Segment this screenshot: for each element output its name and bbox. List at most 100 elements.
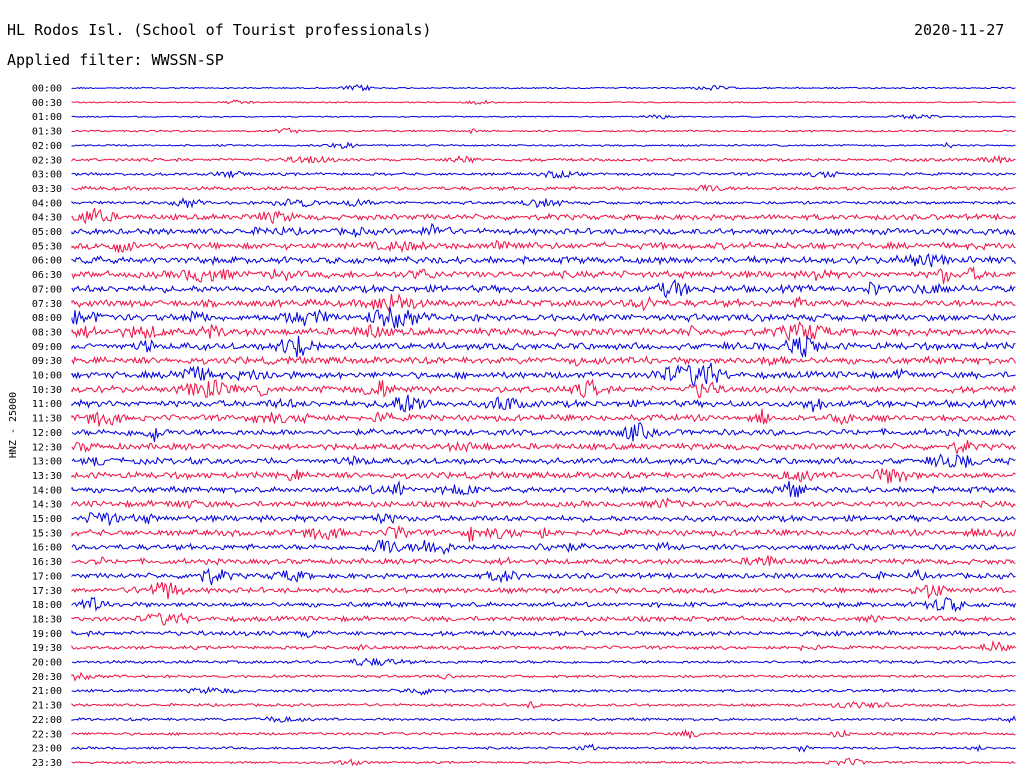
seismic-trace [71, 278, 1016, 299]
seismic-trace [71, 612, 1016, 626]
row-time-label: 00:30 [32, 98, 62, 109]
seismic-trace [71, 596, 1016, 613]
row-time-label: 18:00 [32, 600, 62, 611]
seismic-trace [71, 757, 1016, 767]
seismic-trace [71, 378, 1016, 399]
seismic-trace [71, 208, 1016, 225]
row-time-label: 14:30 [32, 500, 62, 511]
row-time-label: 20:00 [32, 658, 62, 669]
seismic-trace [71, 320, 1016, 342]
row-time-label: 07:00 [32, 284, 62, 295]
seismic-trace [71, 307, 1016, 329]
row-time-label: 14:00 [32, 485, 62, 496]
seismic-trace [71, 496, 1016, 510]
seismic-trace [71, 468, 1016, 484]
seismic-trace [71, 639, 1016, 653]
row-time-label: 19:30 [32, 643, 62, 654]
row-time-label: 07:30 [32, 299, 62, 310]
row-time-label: 04:00 [32, 198, 62, 209]
row-time-label: 13:00 [32, 457, 62, 468]
seismic-trace [71, 567, 1016, 586]
seismic-trace [71, 293, 1016, 312]
seismic-trace [71, 265, 1016, 285]
row-time-label: 03:30 [32, 184, 62, 195]
row-time-label: 13:30 [32, 471, 62, 482]
row-time-label: 22:30 [32, 729, 62, 740]
row-time-label: 01:30 [32, 127, 62, 138]
channel-label-text: HNZ - 25000 [8, 392, 19, 458]
row-time-label: 10:30 [32, 385, 62, 396]
seismic-trace [71, 657, 1016, 667]
seismic-trace [71, 440, 1016, 456]
row-time-label: 23:30 [32, 758, 62, 769]
row-time-label: 06:00 [32, 256, 62, 267]
seismic-trace [71, 239, 1016, 254]
station-title: HL Rodos Isl. (School of Tourist profess… [7, 21, 432, 39]
row-time-label: 00:00 [32, 84, 62, 95]
row-time-label: 21:30 [32, 701, 62, 712]
seismic-trace [71, 127, 1016, 135]
seismic-trace [71, 335, 1016, 358]
seismic-trace [71, 114, 1016, 120]
row-time-label: 05:00 [32, 227, 62, 238]
row-time-label: 17:30 [32, 586, 62, 597]
seismic-trace [71, 408, 1016, 427]
seismic-trace [71, 743, 1016, 753]
row-time-label: 10:00 [32, 371, 62, 382]
row-time-label: 02:30 [32, 155, 62, 166]
seismic-trace [71, 422, 1016, 442]
seismic-trace [71, 253, 1016, 268]
row-time-label: 03:00 [32, 170, 62, 181]
seismic-trace [71, 99, 1016, 105]
seismic-trace [71, 524, 1016, 543]
seismic-trace [71, 700, 1016, 710]
seismic-trace [71, 453, 1016, 469]
row-time-label: 02:00 [32, 141, 62, 152]
seismic-trace [71, 728, 1016, 739]
row-time-label: 06:30 [32, 270, 62, 281]
row-time-label: 22:00 [32, 715, 62, 726]
row-time-label: 08:30 [32, 327, 62, 338]
row-time-label: 20:30 [32, 672, 62, 683]
filter-label: Applied filter: WWSSN-SP [7, 51, 224, 69]
row-time-label: 09:00 [32, 342, 62, 353]
row-time-label: 08:00 [32, 313, 62, 324]
seismic-trace [71, 222, 1016, 239]
seismic-trace [71, 686, 1016, 696]
row-time-label: 12:00 [32, 428, 62, 439]
seismic-trace [71, 196, 1016, 209]
seismic-trace [71, 715, 1016, 724]
row-time-label: 23:00 [32, 744, 62, 755]
row-time-label: 11:30 [32, 414, 62, 425]
seismic-trace [71, 555, 1016, 567]
row-time-label: 04:30 [32, 213, 62, 224]
seismic-trace [71, 141, 1016, 149]
row-time-label: 18:30 [32, 614, 62, 625]
seismic-trace [71, 355, 1016, 367]
row-time-label: 15:30 [32, 528, 62, 539]
seismic-trace [71, 629, 1016, 639]
seismic-trace [71, 480, 1016, 498]
channel-label: HNZ - 25000 [8, 392, 19, 458]
row-time-label: 05:30 [32, 241, 62, 252]
seismic-trace [71, 581, 1016, 600]
row-time-label: 17:00 [32, 571, 62, 582]
seismic-trace [71, 671, 1016, 682]
seismic-trace [71, 394, 1016, 413]
seismic-trace [71, 539, 1016, 556]
row-time-label: 16:30 [32, 557, 62, 568]
seismic-trace [71, 183, 1016, 192]
seismic-trace [71, 362, 1016, 387]
seismic-trace [71, 511, 1016, 526]
row-time-label: 11:00 [32, 399, 62, 410]
record-date: 2020-11-27 [914, 21, 1005, 39]
row-time-label: 01:00 [32, 112, 62, 123]
row-time-label: 12:30 [32, 442, 62, 453]
row-time-label: 15:00 [32, 514, 62, 525]
seismic-trace [71, 154, 1016, 164]
row-time-label: 16:00 [32, 543, 62, 554]
row-time-label: 21:00 [32, 686, 62, 697]
seismic-trace [71, 169, 1016, 179]
row-time-label: 19:00 [32, 629, 62, 640]
